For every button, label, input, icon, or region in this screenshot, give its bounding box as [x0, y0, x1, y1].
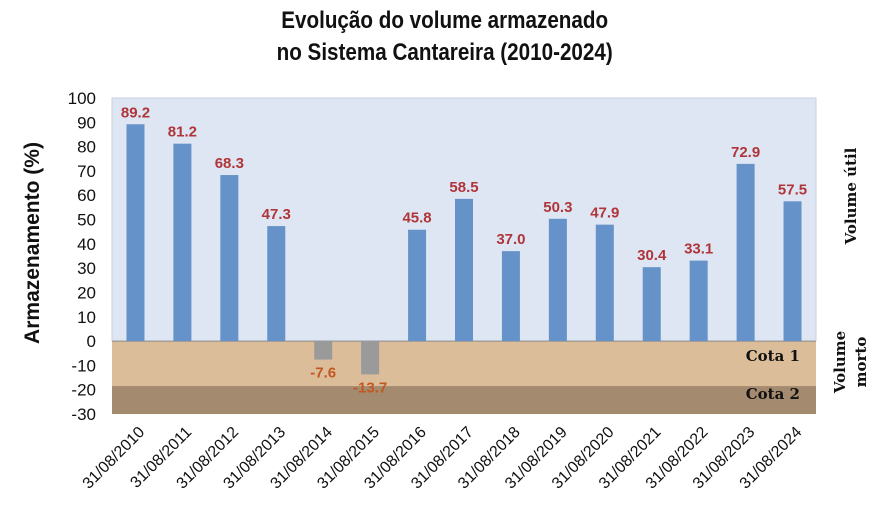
data-label: 33.1: [684, 241, 713, 258]
data-label: 89.2: [121, 104, 150, 121]
data-label: 81.2: [168, 124, 197, 141]
data-label: -13.7: [353, 379, 387, 396]
data-label: 72.9: [731, 144, 760, 161]
bar-31/08/2019: [548, 218, 567, 342]
y-tick-label: -20: [71, 381, 96, 400]
volume-util-label: Volume útil: [842, 147, 860, 245]
y-tick-label: 70: [77, 162, 96, 181]
y-axis-label: Armazenamento (%): [21, 142, 44, 344]
data-label: 58.5: [449, 179, 478, 196]
data-label: 30.4: [637, 247, 667, 264]
bar-31/08/2020: [595, 224, 614, 342]
chart-title-line-1: Evolução do volume armazenado: [281, 7, 609, 34]
bar-31/08/2017: [455, 198, 473, 342]
y-tick-label: 100: [68, 89, 96, 108]
y-tick-label: 0: [87, 332, 96, 351]
y-tick-label: -10: [71, 356, 96, 375]
bar-31/08/2023: [736, 163, 755, 342]
chart-title-line-2: no Sistema Cantareira (2010-2024): [276, 39, 613, 66]
y-tick-label: 50: [77, 211, 96, 230]
bar-31/08/2010: [126, 124, 145, 342]
data-label: 47.9: [590, 205, 619, 222]
data-label: 50.3: [543, 199, 572, 216]
y-tick-label: 10: [77, 308, 96, 327]
bar-31/08/2013: [267, 226, 286, 342]
y-tick-label: -30: [71, 405, 96, 424]
data-label: 57.5: [778, 181, 807, 198]
data-label: 37.0: [496, 231, 525, 248]
bar-31/08/2016: [408, 229, 427, 342]
data-label: 68.3: [215, 155, 244, 172]
y-tick-label: 90: [77, 113, 96, 132]
bar-31/08/2024: [783, 201, 802, 342]
bar-31/08/2014: [314, 341, 333, 360]
cota-2-label: Cota 2: [746, 385, 800, 403]
volume-morto-label-line-2: morto: [852, 337, 870, 388]
volume-morto-label-line-1: Volume: [831, 331, 849, 394]
bar-31/08/2011: [173, 143, 192, 342]
bar-31/08/2015: [361, 341, 380, 375]
cota-1-label: Cota 1: [746, 347, 800, 365]
data-label: -7.6: [310, 365, 336, 382]
data-label: 47.3: [262, 206, 291, 223]
bar-31/08/2012: [220, 175, 239, 342]
y-tick-label: 30: [77, 259, 96, 278]
bar-31/08/2022: [689, 260, 708, 342]
bar-31/08/2018: [501, 251, 520, 342]
cota-1-band: [112, 341, 816, 387]
data-label: 45.8: [402, 210, 431, 227]
bar-31/08/2021: [642, 267, 661, 342]
y-tick-label: 20: [77, 283, 96, 302]
y-tick-label: 80: [77, 138, 96, 157]
y-tick-label: 60: [77, 186, 96, 205]
y-tick-label: 40: [77, 235, 96, 254]
cota-2-band: [112, 386, 816, 414]
